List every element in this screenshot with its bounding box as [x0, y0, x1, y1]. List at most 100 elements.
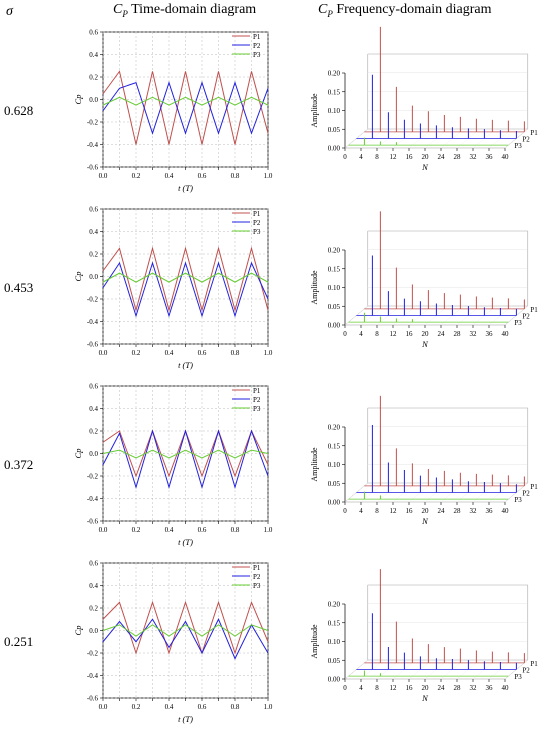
y-tick-label: -0.2 [87, 296, 99, 304]
legend-label-p1: P1 [253, 564, 261, 572]
frequency-domain-header: CP Frequency-domain diagram [318, 2, 491, 19]
y-tick-label: -0.2 [87, 473, 99, 481]
legend-label-p1: P1 [253, 210, 261, 218]
series-label-p1: P1 [530, 483, 538, 491]
x-tick-label: 24 [438, 684, 446, 692]
y-tick-label: 0.0 [89, 627, 98, 635]
y-tick-label: 0.05 [328, 657, 341, 665]
x-tick-label: 4 [359, 330, 363, 338]
x-tick-label: 0.4 [165, 526, 174, 534]
x-axis-label: N [421, 516, 429, 526]
x-tick-label: 12 [390, 684, 398, 692]
x-tick-label: 28 [454, 330, 462, 338]
x-tick-label: 12 [390, 507, 398, 515]
x-tick-label: 36 [486, 507, 494, 515]
y-tick-label: 0.15 [328, 442, 341, 450]
x-tick-label: 0.4 [165, 349, 174, 357]
y-tick-label: 0.4 [89, 51, 98, 59]
x-tick-label: 1.0 [264, 703, 273, 711]
series-label-p3: P3 [514, 142, 522, 150]
series-label-p3: P3 [514, 496, 522, 504]
legend-label-p3: P3 [253, 405, 261, 413]
x-axis-label: N [421, 339, 429, 349]
x-tick-label: 24 [438, 330, 446, 338]
y-tick-label: 0.2 [89, 251, 98, 259]
y-tick-label: 0.0 [89, 273, 98, 281]
y-tick-label: 0.20 [328, 601, 341, 609]
x-tick-label: 0.0 [99, 349, 108, 357]
legend-label-p2: P2 [253, 396, 261, 404]
x-tick-label: 36 [486, 684, 494, 692]
legend-label-p3: P3 [253, 228, 261, 236]
frequency-domain-chart-4: 0.00 0.05 0.10 0.15 0.20 0 4 8 12 16 20 24 28 32 36 40 N… [310, 569, 538, 703]
x-tick-label: 0.0 [99, 172, 108, 180]
x-tick-label: 0.2 [132, 703, 141, 711]
y-tick-label: -0.4 [87, 495, 99, 503]
series-label-p1: P1 [530, 660, 538, 668]
y-axis-label: Amplitude [310, 93, 319, 128]
y-tick-label: -0.4 [87, 141, 99, 149]
x-tick-label: 0.0 [99, 526, 108, 534]
x-tick-label: 36 [486, 330, 494, 338]
cp-symbol: C [318, 2, 328, 17]
legend-label-p3: P3 [253, 51, 261, 59]
y-tick-label: 0.20 [328, 424, 341, 432]
legend-label-p2: P2 [253, 219, 261, 227]
cp-subscript: P [122, 8, 128, 19]
x-tick-label: 32 [470, 330, 478, 338]
x-tick-label: 40 [502, 684, 510, 692]
y-axis-label: Cp [73, 95, 83, 105]
y-tick-label: 0.6 [89, 560, 98, 568]
x-tick-label: 0 [343, 330, 347, 338]
x-tick-label: 1.0 [264, 349, 273, 357]
x-axis-label: t (T) [178, 714, 193, 724]
x-axis-label: t (T) [178, 183, 193, 193]
x-tick-label: 24 [438, 153, 446, 161]
y-tick-label: 0.20 [328, 70, 341, 78]
x-tick-label: 0.6 [198, 703, 207, 711]
x-tick-label: 0.6 [198, 526, 207, 534]
y-axis-label: Cp [73, 272, 83, 282]
y-tick-label: 0.0 [89, 96, 98, 104]
x-tick-label: 28 [454, 153, 462, 161]
y-tick-label: 0.6 [89, 206, 98, 214]
y-tick-label: 0.15 [328, 265, 341, 273]
y-axis-label: Amplitude [310, 270, 319, 305]
time-domain-chart-2: -0.6 -0.4 -0.2 0.0 0.2 0.4 0.6 0.0 0.2 0.4 0.6 0.8 1… [73, 206, 273, 371]
y-tick-label: 0.05 [328, 480, 341, 488]
y-tick-label: 0.6 [89, 29, 98, 37]
x-tick-label: 16 [406, 330, 414, 338]
y-tick-label: 0.0 [89, 450, 98, 458]
sigma-value-row-1: 0.628 [4, 103, 34, 118]
x-tick-label: 40 [502, 330, 510, 338]
y-tick-label: 0.4 [89, 228, 98, 236]
x-tick-label: 0.4 [165, 703, 174, 711]
legend-label-p2: P2 [253, 42, 261, 50]
x-tick-label: 0 [343, 684, 347, 692]
y-tick-label: 0.10 [328, 638, 341, 646]
x-tick-label: 12 [390, 153, 398, 161]
y-tick-label: 0.20 [328, 247, 341, 255]
x-tick-label: 1.0 [264, 526, 273, 534]
y-tick-label: 0.2 [89, 605, 98, 613]
x-tick-label: 8 [375, 330, 379, 338]
x-tick-label: 0.0 [99, 703, 108, 711]
x-tick-label: 0.8 [231, 349, 240, 357]
x-tick-label: 16 [406, 153, 414, 161]
series-label-p2: P2 [522, 490, 530, 498]
series-label-p3: P3 [514, 319, 522, 327]
series-label-p2: P2 [522, 313, 530, 321]
y-tick-label: -0.6 [87, 164, 99, 172]
x-tick-label: 0 [343, 153, 347, 161]
x-tick-label: 32 [470, 507, 478, 515]
x-axis-label: t (T) [178, 537, 193, 547]
time-domain-chart-3: -0.6 -0.4 -0.2 0.0 0.2 0.4 0.6 0.0 0.2 0.4 0.6 0.8 1… [73, 383, 273, 548]
x-tick-label: 8 [375, 507, 379, 515]
x-axis-label: N [421, 162, 429, 172]
x-tick-label: 0.6 [198, 172, 207, 180]
y-tick-label: 0.4 [89, 582, 98, 590]
time-domain-chart-4: -0.6 -0.4 -0.2 0.0 0.2 0.4 0.6 0.0 0.2 0.4 0.6 0.8 1… [73, 560, 273, 725]
x-tick-label: 16 [406, 507, 414, 515]
y-tick-label: -0.6 [87, 341, 99, 349]
x-tick-label: 0.2 [132, 526, 141, 534]
